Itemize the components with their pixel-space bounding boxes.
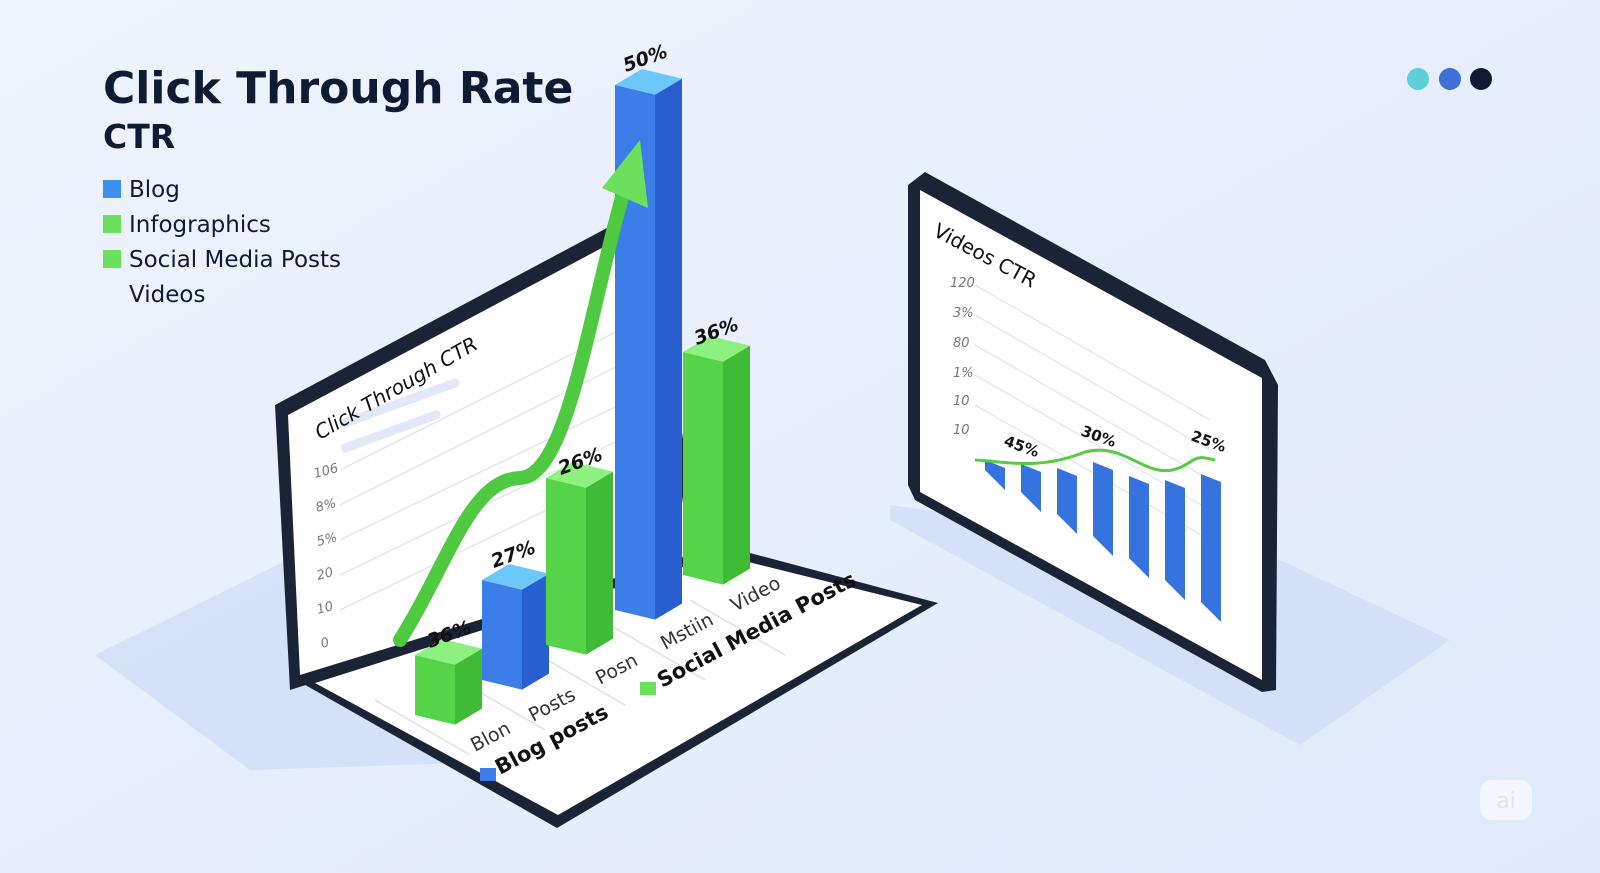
legend-swatch xyxy=(103,180,121,198)
axis-label: 10 xyxy=(953,394,970,409)
legend-swatch xyxy=(103,215,121,233)
bar-side xyxy=(655,78,682,620)
axis-label: 10 xyxy=(953,423,970,438)
panel-bar xyxy=(985,460,1005,490)
badge-text: ai xyxy=(1496,789,1516,814)
bar-top xyxy=(683,336,750,362)
floor xyxy=(315,555,922,815)
bar-top xyxy=(546,462,613,488)
legend-label: Videos xyxy=(129,282,205,308)
floor-legend-swatch xyxy=(640,682,656,695)
dot xyxy=(1407,68,1429,90)
trend-line xyxy=(974,448,1216,473)
axis-label: 1% xyxy=(953,366,974,381)
floor-lines xyxy=(374,599,786,756)
placeholder xyxy=(341,410,441,453)
panel-bar xyxy=(1201,474,1221,622)
panel-bar xyxy=(1165,480,1185,600)
legend-label: Blog xyxy=(129,177,180,203)
bar-front xyxy=(415,655,455,725)
title: Click Through Rate xyxy=(103,63,573,114)
subtitle: CTR xyxy=(103,117,175,156)
axis-label: 20 xyxy=(315,565,335,584)
axis-label: 10 xyxy=(315,599,335,618)
bar-front xyxy=(683,352,723,585)
legend-label: Social Media Posts xyxy=(129,247,341,273)
panel-bar xyxy=(1129,476,1149,578)
bar-side xyxy=(455,648,482,725)
axis-label: 8% xyxy=(314,496,338,516)
panel-bar xyxy=(1021,464,1041,512)
floor-legend-swatch xyxy=(480,768,496,781)
panel-bar xyxy=(1057,468,1077,534)
bar-top xyxy=(415,639,482,665)
bar-side xyxy=(723,345,750,585)
trend-arrow xyxy=(393,163,637,647)
bar-side xyxy=(586,471,613,655)
bar-front xyxy=(482,580,522,690)
bar-side xyxy=(522,573,549,690)
placeholder xyxy=(341,378,460,428)
bars xyxy=(415,69,750,725)
bar-top xyxy=(482,564,549,590)
legend-swatch xyxy=(103,250,121,268)
dot xyxy=(1439,68,1461,90)
panel-bars xyxy=(985,460,1221,622)
axis-label: 120 xyxy=(950,276,975,291)
bar-front xyxy=(615,85,655,620)
axis-label: 5% xyxy=(315,530,339,550)
arrow-head xyxy=(602,140,648,208)
axis-label: 0 xyxy=(319,635,331,652)
axis-label: 3% xyxy=(953,306,974,321)
dot xyxy=(1470,68,1492,90)
panel-bar xyxy=(1093,462,1113,556)
legend-label: Infographics xyxy=(129,212,271,238)
bar-front xyxy=(546,478,586,655)
badge xyxy=(1480,780,1532,820)
axis-label: 106 xyxy=(312,461,340,482)
axis-label: 80 xyxy=(953,336,970,351)
bar-top xyxy=(615,69,682,95)
